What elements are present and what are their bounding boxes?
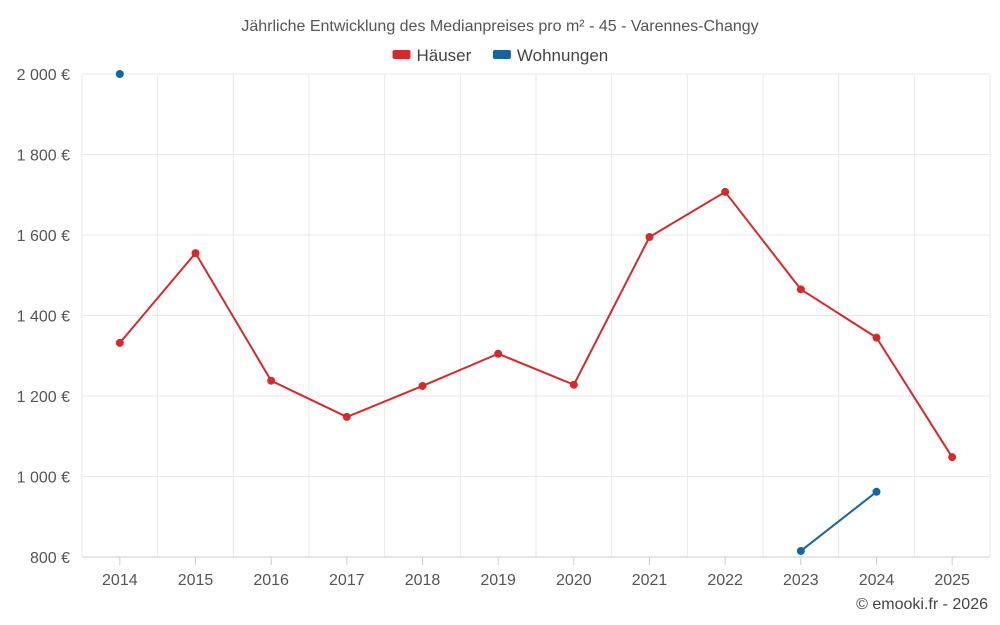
data-point <box>115 70 124 78</box>
x-tick-label: 2023 <box>783 572 819 589</box>
x-tick-label: 2022 <box>707 572 743 589</box>
x-tick-label: 2020 <box>556 572 592 589</box>
data-point <box>191 249 200 258</box>
data-point <box>721 187 730 196</box>
y-axis: 800 € 1 000 € 1 200 € 1 400 € 1 600 € 1 800 €… <box>17 67 70 567</box>
data-point <box>872 487 881 496</box>
legend-label: Wohnungen <box>517 46 608 65</box>
y-tick-label: 1 000 € <box>17 470 70 487</box>
x-tick-label: 2016 <box>253 572 289 589</box>
x-tick-label: 2021 <box>632 572 668 589</box>
x-tick-label: 2015 <box>178 572 214 589</box>
legend-swatch <box>392 50 411 59</box>
y-tick-label: 1 200 € <box>17 389 70 406</box>
legend-label: Häuser <box>417 46 472 65</box>
y-tick-label: 2 000 € <box>17 67 70 84</box>
data-point <box>569 380 578 389</box>
y-tick-label: 1 600 € <box>17 228 70 245</box>
y-tick-label: 800 € <box>30 550 70 567</box>
grid <box>81 73 991 557</box>
y-tick-label: 1 800 € <box>17 148 70 165</box>
series-group <box>115 70 957 555</box>
series-line <box>119 190 954 458</box>
data-point <box>267 376 276 385</box>
data-point <box>494 349 503 358</box>
data-point <box>872 333 881 342</box>
x-tick-label: 2018 <box>405 572 441 589</box>
data-point <box>948 453 957 462</box>
series-haeuser <box>115 187 957 462</box>
x-tick-label: 2024 <box>859 572 895 589</box>
data-point <box>796 546 805 555</box>
x-tick-label: 2014 <box>102 572 138 589</box>
chart-title: Jährliche Entwicklung des Medianpreises … <box>241 18 758 35</box>
credit-text: © emooki.fr - 2026 <box>856 596 988 613</box>
data-point <box>418 381 427 390</box>
x-tick-label: 2019 <box>480 572 516 589</box>
data-point <box>645 233 654 242</box>
series-wohnungen <box>115 70 881 555</box>
series-line <box>800 491 878 552</box>
x-tick-label: 2017 <box>329 572 365 589</box>
data-point <box>342 412 351 421</box>
y-tick-label: 1 400 € <box>17 309 70 326</box>
legend-swatch <box>492 50 511 59</box>
x-axis: 2014 2015 2016 2017 2018 2019 2020 2021 2022 2023… <box>82 556 990 589</box>
data-point <box>796 285 805 294</box>
legend: Häuser Wohnungen <box>392 46 608 65</box>
x-tick-label: 2025 <box>934 572 970 589</box>
data-point <box>115 338 124 347</box>
